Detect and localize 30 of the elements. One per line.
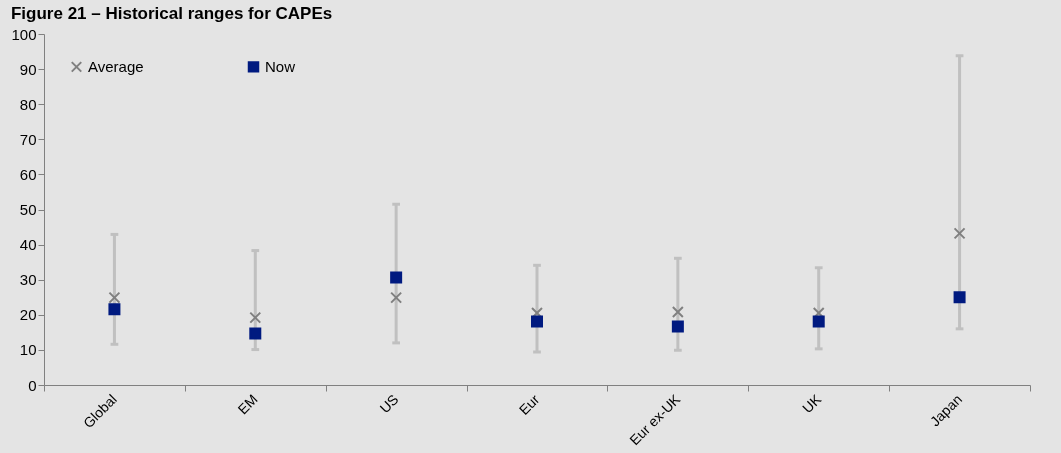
point: [390, 271, 403, 284]
y-tick-label: 70: [19, 130, 37, 148]
point: [812, 315, 825, 328]
point: [108, 303, 121, 316]
point: [671, 320, 684, 333]
y-tick-label: 10: [19, 341, 37, 359]
point: [953, 227, 966, 240]
point: [671, 305, 684, 318]
point: [390, 291, 403, 304]
y-tick-label: 30: [19, 271, 37, 289]
x-tick-label: EM: [234, 391, 261, 418]
legend-label: Now: [265, 57, 296, 75]
legend-label: Average: [88, 57, 144, 75]
y-tick-label: 80: [19, 95, 37, 113]
point: [531, 315, 543, 328]
point: [249, 311, 262, 324]
y-tick-label: 60: [19, 165, 37, 183]
x-tick-label: Eur: [515, 390, 543, 418]
y-tick-label: 90: [19, 60, 37, 78]
y-tick-label: 0: [28, 376, 37, 394]
y-tick-label: 100: [11, 25, 37, 43]
point: [953, 291, 966, 304]
y-tick-label: 20: [19, 306, 37, 324]
x-tick-label: US: [376, 391, 402, 417]
point: [249, 327, 262, 340]
x-tick-label: UK: [799, 390, 825, 417]
y-tick-label: 40: [19, 236, 37, 254]
point: [108, 291, 121, 304]
chart-title: Figure 21 – Historical ranges for CAPEs: [10, 4, 333, 23]
y-tick-label: 50: [19, 201, 37, 218]
